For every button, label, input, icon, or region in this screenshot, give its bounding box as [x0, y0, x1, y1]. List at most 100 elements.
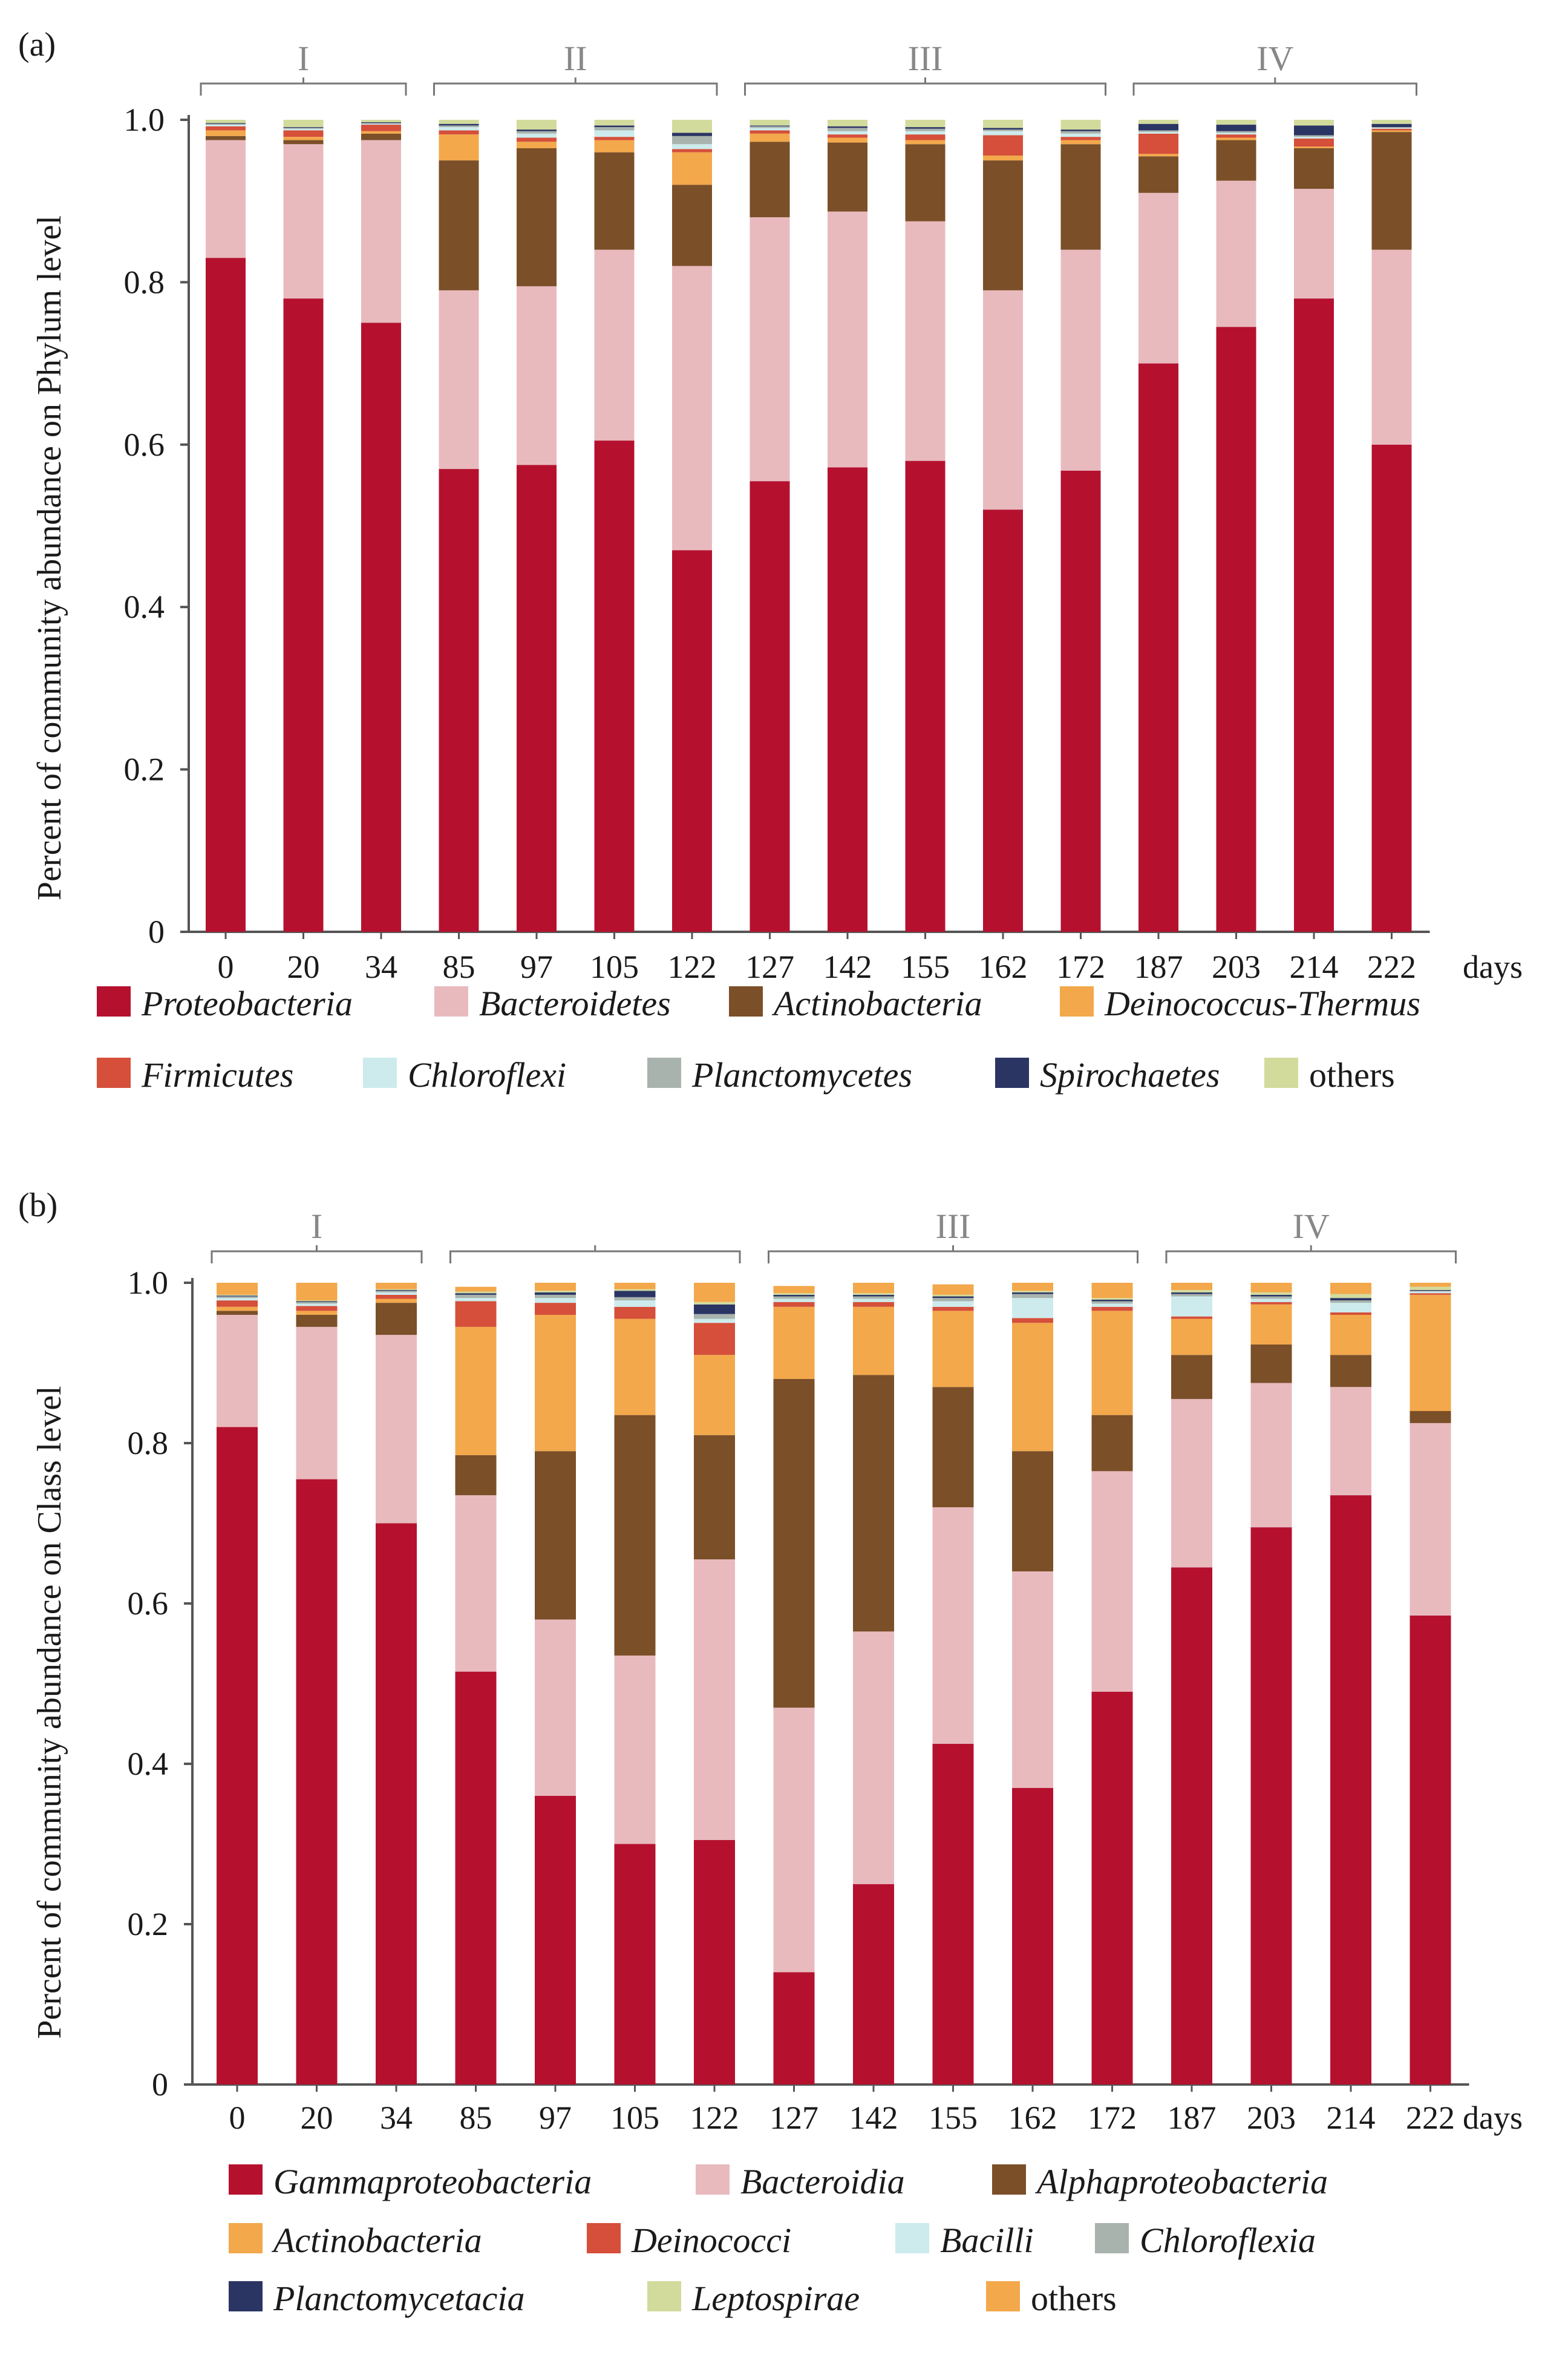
panel-b-bar-105-Bacilli: [614, 1300, 656, 1307]
panel-b-bar-97-Deinococci: [535, 1303, 576, 1315]
panel-b-legend-label: Alphaproteobacteria: [1034, 2162, 1328, 2201]
panel-a-bar-214-Bacteroidetes: [1294, 189, 1334, 299]
panel-b-y-tick-label: 0: [152, 2066, 168, 2103]
panel-b-bar-105-Planctomycetacia: [614, 1291, 656, 1297]
panel-a-bar-187-Bacteroidetes: [1138, 192, 1178, 364]
panel-a-bar-105-Firmicutes: [594, 137, 635, 140]
panel-a-bar-122-Deinococcus-Thermus: [672, 152, 712, 185]
panel-b-legend-swatch: [992, 2164, 1026, 2195]
panel-a-bar-122-Planctomycetes: [672, 136, 712, 145]
panel-a-bar-222-Proteobacteria: [1371, 444, 1412, 932]
panel-b-bar-172-others: [1091, 1283, 1133, 1299]
panel-a-bar-203-Bacteroidetes: [1216, 180, 1256, 327]
panel-b-bar-203-Deinococci: [1250, 1302, 1292, 1305]
panel-b-bar-127-others: [773, 1286, 815, 1294]
panel-a-bar-172-Actinobacteria: [1060, 144, 1101, 250]
panel-b-bar-97-others: [535, 1283, 576, 1291]
panel-b-bar-155-Alphaproteobacteria: [932, 1387, 974, 1507]
panel-a-bar-20-Actinobacteria: [283, 140, 324, 145]
panel-b-bar-222-Leptospirae: [1410, 1286, 1451, 1290]
panel-a-bar-127-Firmicutes: [750, 130, 790, 134]
panel-a-bar-187-Actinobacteria: [1138, 156, 1178, 193]
panel-a-bar-85-Chloroflexi: [439, 127, 479, 131]
panel-a-legend-label: Spirochaetes: [1040, 1055, 1220, 1095]
panel-a-bar-214-Proteobacteria: [1294, 298, 1334, 932]
panel-a-bar-222-Actinobacteria: [1371, 132, 1412, 250]
panel-b-bar-0-Alphaproteobacteria: [217, 1311, 258, 1315]
panel-a-bar-34-Bacteroidetes: [361, 140, 401, 323]
panel-b-bar-122-others: [694, 1283, 735, 1302]
panel-b-bar-187-Gammaproteobacteria: [1171, 1567, 1212, 2085]
panel-b-bar-97-Actinobacteria: [535, 1315, 576, 1452]
panel-a-bar-0-Bacteroidetes: [206, 140, 246, 258]
panel-b-bar-214-Actinobacteria: [1330, 1315, 1371, 1355]
panel-b-y-tick-label: 0.6: [128, 1585, 169, 1622]
panel-b-bar-0-Chloroflexia: [217, 1296, 258, 1299]
panel-a-bar-214-Deinococcus-Thermus: [1294, 146, 1334, 148]
panel-a-bar-155-Actinobacteria: [905, 144, 946, 221]
panel-b-bar-172-Chloroflexia: [1091, 1301, 1133, 1304]
panel-a-bar-85-Actinobacteria: [439, 160, 479, 290]
panel-b-bar-0-Planctomycetacia: [217, 1295, 258, 1297]
panel-b-bar-85-Chloroflexia: [455, 1294, 497, 1299]
panel-b-bar-187-Bacilli: [1171, 1296, 1212, 1317]
panel-a-x-tick-label: 162: [979, 949, 1028, 985]
panel-a-bar-222-others: [1371, 120, 1412, 124]
panel-a-bar-34-Proteobacteria: [361, 323, 401, 932]
panel-b-bar-34-Deinococci: [376, 1294, 417, 1299]
panel-b-bar-142-Alphaproteobacteria: [853, 1375, 894, 1632]
panel-a-x-tick-label: 187: [1134, 949, 1183, 985]
panel-b-bar-127-Alphaproteobacteria: [773, 1379, 815, 1708]
panel-a-bar-34-Spirochaetes: [361, 122, 401, 123]
panel-a-bar-122-Proteobacteria: [672, 550, 712, 932]
panel-b-bar-0-Actinobacteria: [217, 1306, 258, 1311]
panel-b-legend-swatch: [587, 2223, 621, 2253]
panel-a-bar-162-Actinobacteria: [983, 160, 1023, 290]
panel-a-bar-85-Bacteroidetes: [439, 290, 479, 470]
panel-b-bar-203-Bacteroidia: [1250, 1383, 1292, 1528]
panel-b-bar-142-Leptospirae: [853, 1293, 894, 1295]
panel-b-legend-label: Bacilli: [940, 2221, 1034, 2260]
panel-b-legend-swatch: [229, 2281, 263, 2311]
panel-b-x-tick-label: 105: [610, 2100, 659, 2136]
panel-a-bar-127-Chloroflexi: [750, 128, 790, 131]
panel-b-bar-85-others: [455, 1286, 497, 1292]
panel-a-bar-122-Spirochaetes: [672, 133, 712, 136]
panel-b-legend-swatch: [986, 2281, 1020, 2311]
panel-a-group-label: IV: [1256, 39, 1293, 78]
panel-a-bar-105-Spirochaetes: [594, 125, 635, 128]
panel-a-bar-222-Spirochaetes: [1371, 123, 1412, 128]
panel-a-bar-20-Deinococcus-Thermus: [283, 137, 324, 140]
panel-a-x-tick-label: 222: [1367, 949, 1416, 985]
panel-a-bar-162-Spirochaetes: [983, 128, 1023, 130]
panel-b-bar-155-others: [932, 1284, 974, 1295]
panel-b-x-tick-label: 142: [849, 2100, 898, 2136]
panel-b-bar-214-Chloroflexia: [1330, 1300, 1371, 1303]
panel-a-x-tick-label: 127: [745, 949, 794, 985]
panel-a-bar-187-Spirochaetes: [1138, 123, 1178, 131]
panel-a-bar-142-others: [828, 120, 867, 126]
panel-a-legend-swatch: [97, 1058, 131, 1088]
panel-a-bar-34-others: [361, 120, 401, 123]
panel-b-bar-105-Leptospirae: [614, 1289, 656, 1291]
panel-a-legend-swatch: [97, 986, 131, 1017]
panel-b-bar-187-Alphaproteobacteria: [1171, 1355, 1212, 1400]
panel-b-bar-162-Gammaproteobacteria: [1012, 1787, 1053, 2085]
panel-a-bar-187-Proteobacteria: [1138, 363, 1178, 932]
panel-b-bar-172-Planctomycetacia: [1091, 1299, 1133, 1302]
panel-b-x-tick-label: 214: [1327, 2100, 1376, 2136]
panel-a-x-tick-label: 0: [218, 949, 234, 985]
panel-a-group-label: III: [908, 39, 943, 78]
panel-a-bar-0-Planctomycetes: [206, 123, 246, 125]
panel-b-x-tick-label: 203: [1247, 2100, 1296, 2136]
panel-a-bar-122-others: [672, 120, 712, 133]
panel-b-bar-187-others: [1171, 1283, 1212, 1290]
panel-b-bar-20-Alphaproteobacteria: [296, 1315, 338, 1327]
panel-a-bar-97-Bacteroidetes: [517, 286, 557, 465]
panel-a-bar-97-Deinococcus-Thermus: [517, 142, 557, 148]
panel-a-bar-0-Deinococcus-Thermus: [206, 130, 246, 136]
panel-b-bar-214-Bacteroidia: [1330, 1387, 1371, 1496]
panel-a-legend-swatch: [729, 986, 763, 1017]
panel-b-bar-187-Bacteroidia: [1171, 1399, 1212, 1568]
panel-b-bar-214-Gammaproteobacteria: [1330, 1495, 1371, 2085]
